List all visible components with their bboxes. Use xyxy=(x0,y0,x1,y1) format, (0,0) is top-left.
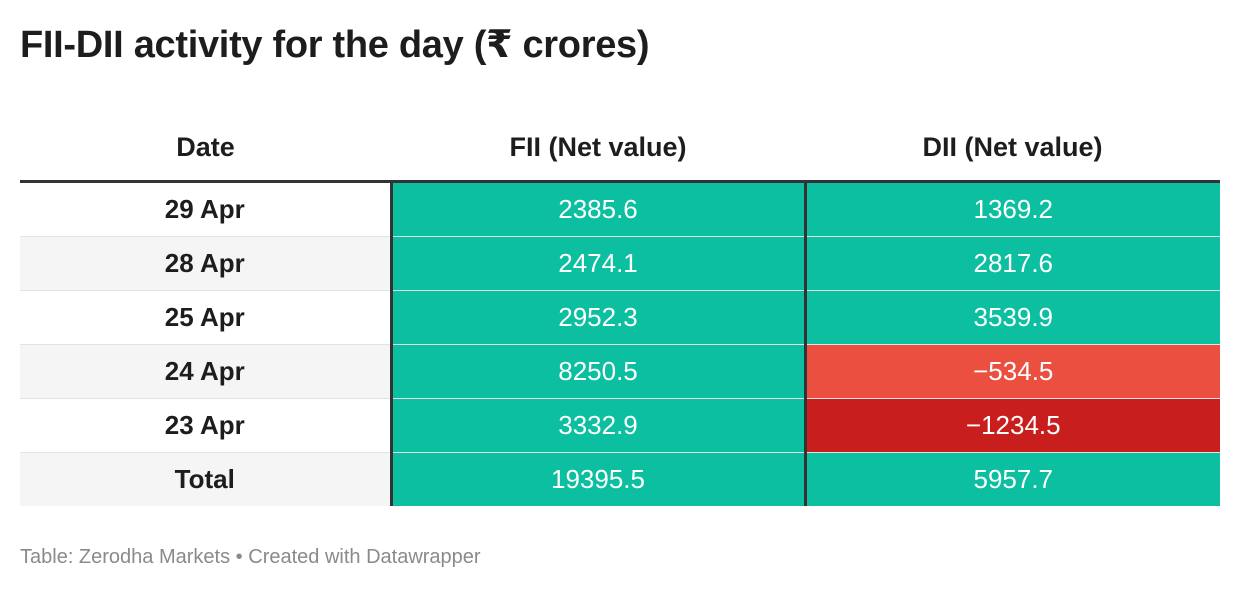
dii-value-cell: −1234.5 xyxy=(803,398,1220,453)
table-row: 23 Apr 3332.9 −1234.5 xyxy=(20,398,1220,453)
dii-value-cell: 3539.9 xyxy=(803,290,1220,345)
fii-dii-table: Date FII (Net value) DII (Net value) 29 … xyxy=(20,114,1220,506)
footer-credit: Created with Datawrapper xyxy=(248,546,481,568)
column-header-dii: DII (Net value) xyxy=(805,114,1220,183)
fii-value-cell: 8250.5 xyxy=(389,344,805,399)
footer-source: Table: Zerodha Markets xyxy=(20,546,231,568)
date-cell: 24 Apr xyxy=(20,344,391,399)
fii-value-cell: 2385.6 xyxy=(389,181,805,237)
column-header-fii: FII (Net value) xyxy=(391,114,805,183)
fii-value-cell: 2474.1 xyxy=(389,236,805,291)
table-row: Total 19395.5 5957.7 xyxy=(20,452,1220,506)
fii-value-cell: 2952.3 xyxy=(389,290,805,345)
fii-value-cell: 3332.9 xyxy=(389,398,805,453)
table-body: 29 Apr 2385.6 1369.2 28 Apr 2474.1 2817.6 25 A… xyxy=(20,181,1220,506)
footer-separator: • xyxy=(235,546,243,568)
table-row: 29 Apr 2385.6 1369.2 xyxy=(20,181,1220,237)
date-cell: 28 Apr xyxy=(20,236,391,291)
footer: Table: Zerodha Markets • Created with Da… xyxy=(20,546,481,569)
dii-value-cell: 1369.2 xyxy=(803,181,1220,237)
chart-title: FII-DII activity for the day (₹ crores) xyxy=(20,24,650,66)
table-row: 25 Apr 2952.3 3539.9 xyxy=(20,290,1220,345)
data-table-container: Date FII (Net value) DII (Net value) 29 … xyxy=(20,114,1220,506)
fii-value-cell: 19395.5 xyxy=(389,452,805,506)
dii-value-cell: −534.5 xyxy=(803,344,1220,399)
table-row: 24 Apr 8250.5 −534.5 xyxy=(20,344,1220,399)
date-cell: Total xyxy=(20,452,391,506)
header-row: Date FII (Net value) DII (Net value) xyxy=(20,114,1220,183)
table-row: 28 Apr 2474.1 2817.6 xyxy=(20,236,1220,291)
table-header: Date FII (Net value) DII (Net value) xyxy=(20,114,1220,183)
dii-value-cell: 2817.6 xyxy=(803,236,1220,291)
dii-value-cell: 5957.7 xyxy=(803,452,1220,506)
date-cell: 29 Apr xyxy=(20,181,391,237)
date-cell: 25 Apr xyxy=(20,290,391,345)
date-cell: 23 Apr xyxy=(20,398,391,453)
column-header-date: Date xyxy=(20,114,391,183)
